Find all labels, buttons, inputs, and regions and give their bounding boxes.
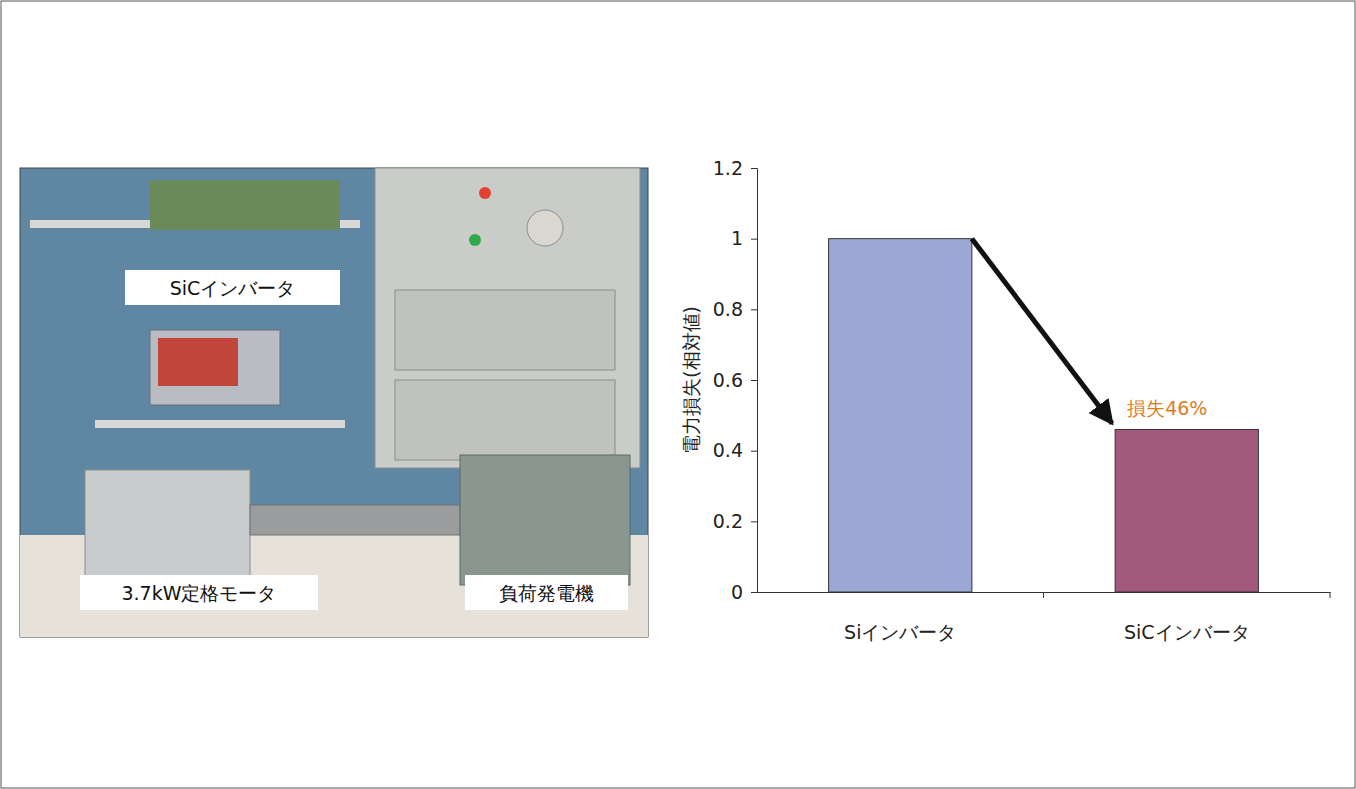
photo-background (20, 168, 648, 637)
photo-label-box (465, 575, 628, 610)
y-tick: 0 (731, 581, 757, 603)
arrow (972, 239, 1112, 424)
frame (1, 1, 1355, 788)
photo-label-box (80, 575, 318, 610)
bar (829, 239, 972, 592)
y-tick-label: 1 (731, 227, 743, 249)
generator (460, 455, 630, 585)
shaft (250, 505, 460, 535)
dial (527, 210, 563, 246)
y-tick-label: 1.2 (713, 157, 743, 179)
photo: SiCインバータ 3.7kW定格モータ 負荷発電機 (20, 168, 648, 637)
photo-label-box (125, 270, 340, 305)
oscilloscope-screen (158, 338, 238, 386)
photo-label: 負荷発電機 (499, 582, 594, 604)
category-separator (1043, 592, 1044, 598)
shelf (95, 420, 345, 428)
annotation: 損失46% (1127, 397, 1207, 419)
y-tick-label: 0.8 (713, 298, 743, 320)
y-tick-mark (751, 309, 757, 310)
photo-border (20, 168, 648, 637)
lamp (469, 234, 481, 246)
photo-label: 3.7kW定格モータ (121, 582, 276, 604)
cabinet-panel (395, 380, 615, 460)
oscilloscope (150, 330, 280, 405)
y-tick-label: 0 (731, 581, 743, 603)
y-tick-mark (751, 239, 757, 240)
x-tick-label: SiCインバータ (1124, 621, 1250, 643)
y-axis: 0 0.2 0.4 0.6 0.8 1 1.2 (713, 157, 758, 603)
x-axis: Siインバータ SiCインバータ (758, 592, 1331, 643)
motor (85, 470, 250, 585)
y-tick: 1.2 (713, 157, 757, 179)
y-tick-label: 0.6 (713, 369, 743, 391)
y-axis-line (751, 169, 758, 593)
category-separator (1330, 592, 1331, 598)
y-tick-label: 0.2 (713, 510, 743, 532)
lamp (479, 187, 491, 199)
y-tick: 0.6 (713, 369, 757, 391)
y-tick: 0.2 (713, 510, 757, 532)
x-tick: Siインバータ (844, 592, 956, 643)
y-tick: 1 (731, 227, 757, 249)
y-axis-title: 電力損失(相対値) (680, 306, 702, 454)
bar (1115, 429, 1258, 592)
y-tick-mark (751, 592, 757, 593)
y-tick-mark (751, 451, 757, 452)
cabinet (375, 168, 640, 468)
y-tick: 0.4 (713, 439, 757, 461)
x-tick-label: Siインバータ (844, 621, 956, 643)
y-tick-label: 0.4 (713, 439, 743, 461)
bars (829, 239, 1259, 592)
y-tick-mark (751, 168, 757, 169)
y-tick: 0.8 (713, 298, 757, 320)
board (150, 180, 340, 230)
x-tick: SiCインバータ (1124, 592, 1250, 643)
y-tick-mark (751, 380, 757, 381)
canvas: SiCインバータ 3.7kW定格モータ 負荷発電機 0 0.2 0.4 0.6 0.8 1 1.2… (0, 0, 1356, 789)
cabinet-panel (395, 290, 615, 370)
y-tick-mark (751, 521, 757, 522)
photo-label: SiCインバータ (170, 277, 296, 299)
